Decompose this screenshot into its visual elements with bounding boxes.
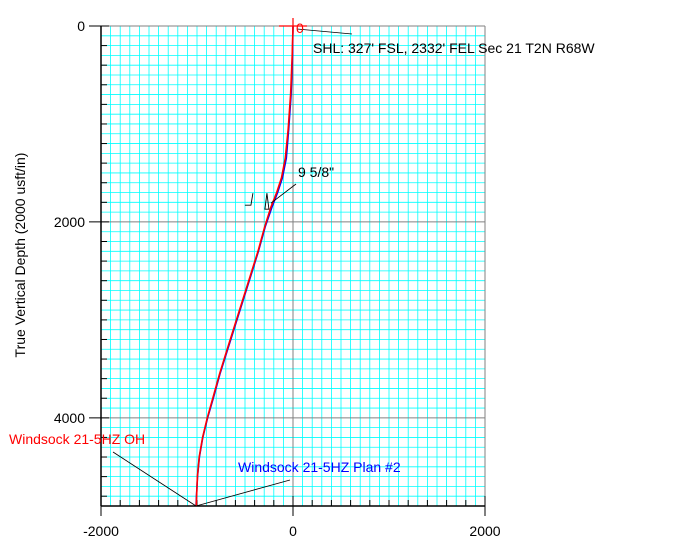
leader-lines [112,18,353,507]
oh-leader-line [112,451,197,507]
x-tick-label: -2000 [83,523,119,539]
surface-marker-label: 0 [296,20,304,36]
casing-symbol-right [264,193,270,210]
casing-leader-line [270,183,297,204]
y-tick-label: 0 [77,18,85,34]
x-tick-label: 0 [289,523,297,539]
series-layer [195,25,294,507]
casing-label: 9 5/8" [298,164,334,180]
ticks: -2000 0 2000 0 2000 4000 [54,18,501,539]
oh-series-line [195,25,294,507]
legend-plan-label: Windsock 21-5HZ Plan #2 [238,459,401,475]
shl-annotation: SHL: 327' FSL, 2332' FEL Sec 21 T2N R68W [313,40,595,56]
plan-series-line [195,25,294,507]
plan-leader-line [195,479,291,507]
legend-oh-label: Windsock 21-5HZ OH [9,431,145,447]
y-axis-title: True Vertical Depth (2000 usft/in) [12,153,28,358]
y-tick-label: 2000 [54,214,85,230]
x-tick-label: 2000 [469,523,500,539]
casing-symbol-left [244,193,254,206]
shl-leader-line [296,28,353,35]
y-tick-label: 4000 [54,410,85,426]
